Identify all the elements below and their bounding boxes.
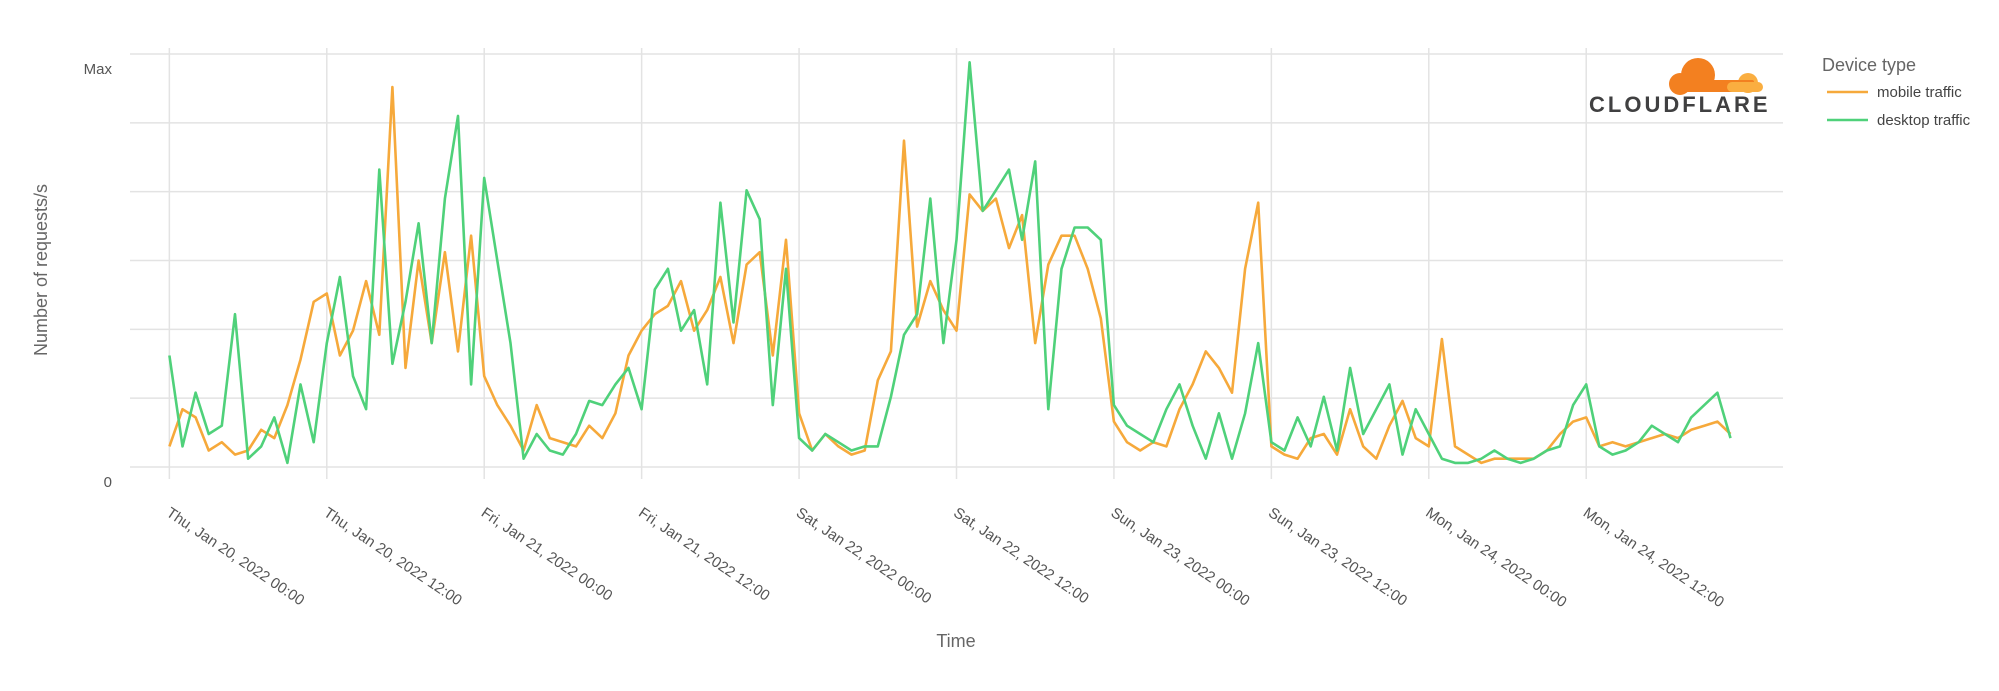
series-line-mobile [168, 85, 1732, 465]
x-tick-label: Thu, Jan 20, 2022 00:00 [163, 504, 307, 609]
x-tick-label: Fri, Jan 21, 2022 00:00 [478, 504, 615, 604]
y-axis-ticks: Max 0 [84, 61, 113, 491]
x-tick-label: Sun, Jan 23, 2022 00:00 [1108, 504, 1253, 610]
y-tick-label: 0 [104, 474, 112, 491]
series-lines [168, 60, 1732, 465]
legend-label-desktop: desktop traffic [1877, 112, 1971, 129]
x-tick-label: Mon, Jan 24, 2022 12:00 [1580, 504, 1727, 611]
legend-title: Device type [1822, 55, 1916, 75]
y-axis-title: Number of requests/s [31, 184, 51, 356]
x-tick-label: Sun, Jan 23, 2022 12:00 [1265, 504, 1410, 610]
series-line-desktop [168, 60, 1732, 465]
x-axis-ticks: Thu, Jan 20, 2022 00:00 Thu, Jan 20, 2022… [163, 504, 1727, 611]
legend: Device type mobile traffic desktop traff… [1822, 55, 1971, 129]
legend-label-mobile: mobile traffic [1877, 84, 1962, 101]
cloudflare-cloud-icon [1669, 58, 1763, 95]
x-axis-title: Time [936, 631, 975, 651]
y-tick-label: Max [84, 61, 113, 78]
x-tick-label: Mon, Jan 24, 2022 00:00 [1423, 504, 1570, 611]
x-tick-label: Sat, Jan 22, 2022 00:00 [793, 504, 935, 607]
cloudflare-logo: CLOUDFLARE [1589, 58, 1771, 117]
grid-lines [130, 48, 1783, 479]
x-tick-label: Fri, Jan 21, 2022 12:00 [635, 504, 772, 604]
x-tick-label: Thu, Jan 20, 2022 12:00 [321, 504, 465, 609]
logo-text: CLOUDFLARE [1589, 92, 1771, 117]
x-tick-label: Sat, Jan 22, 2022 12:00 [950, 504, 1092, 607]
